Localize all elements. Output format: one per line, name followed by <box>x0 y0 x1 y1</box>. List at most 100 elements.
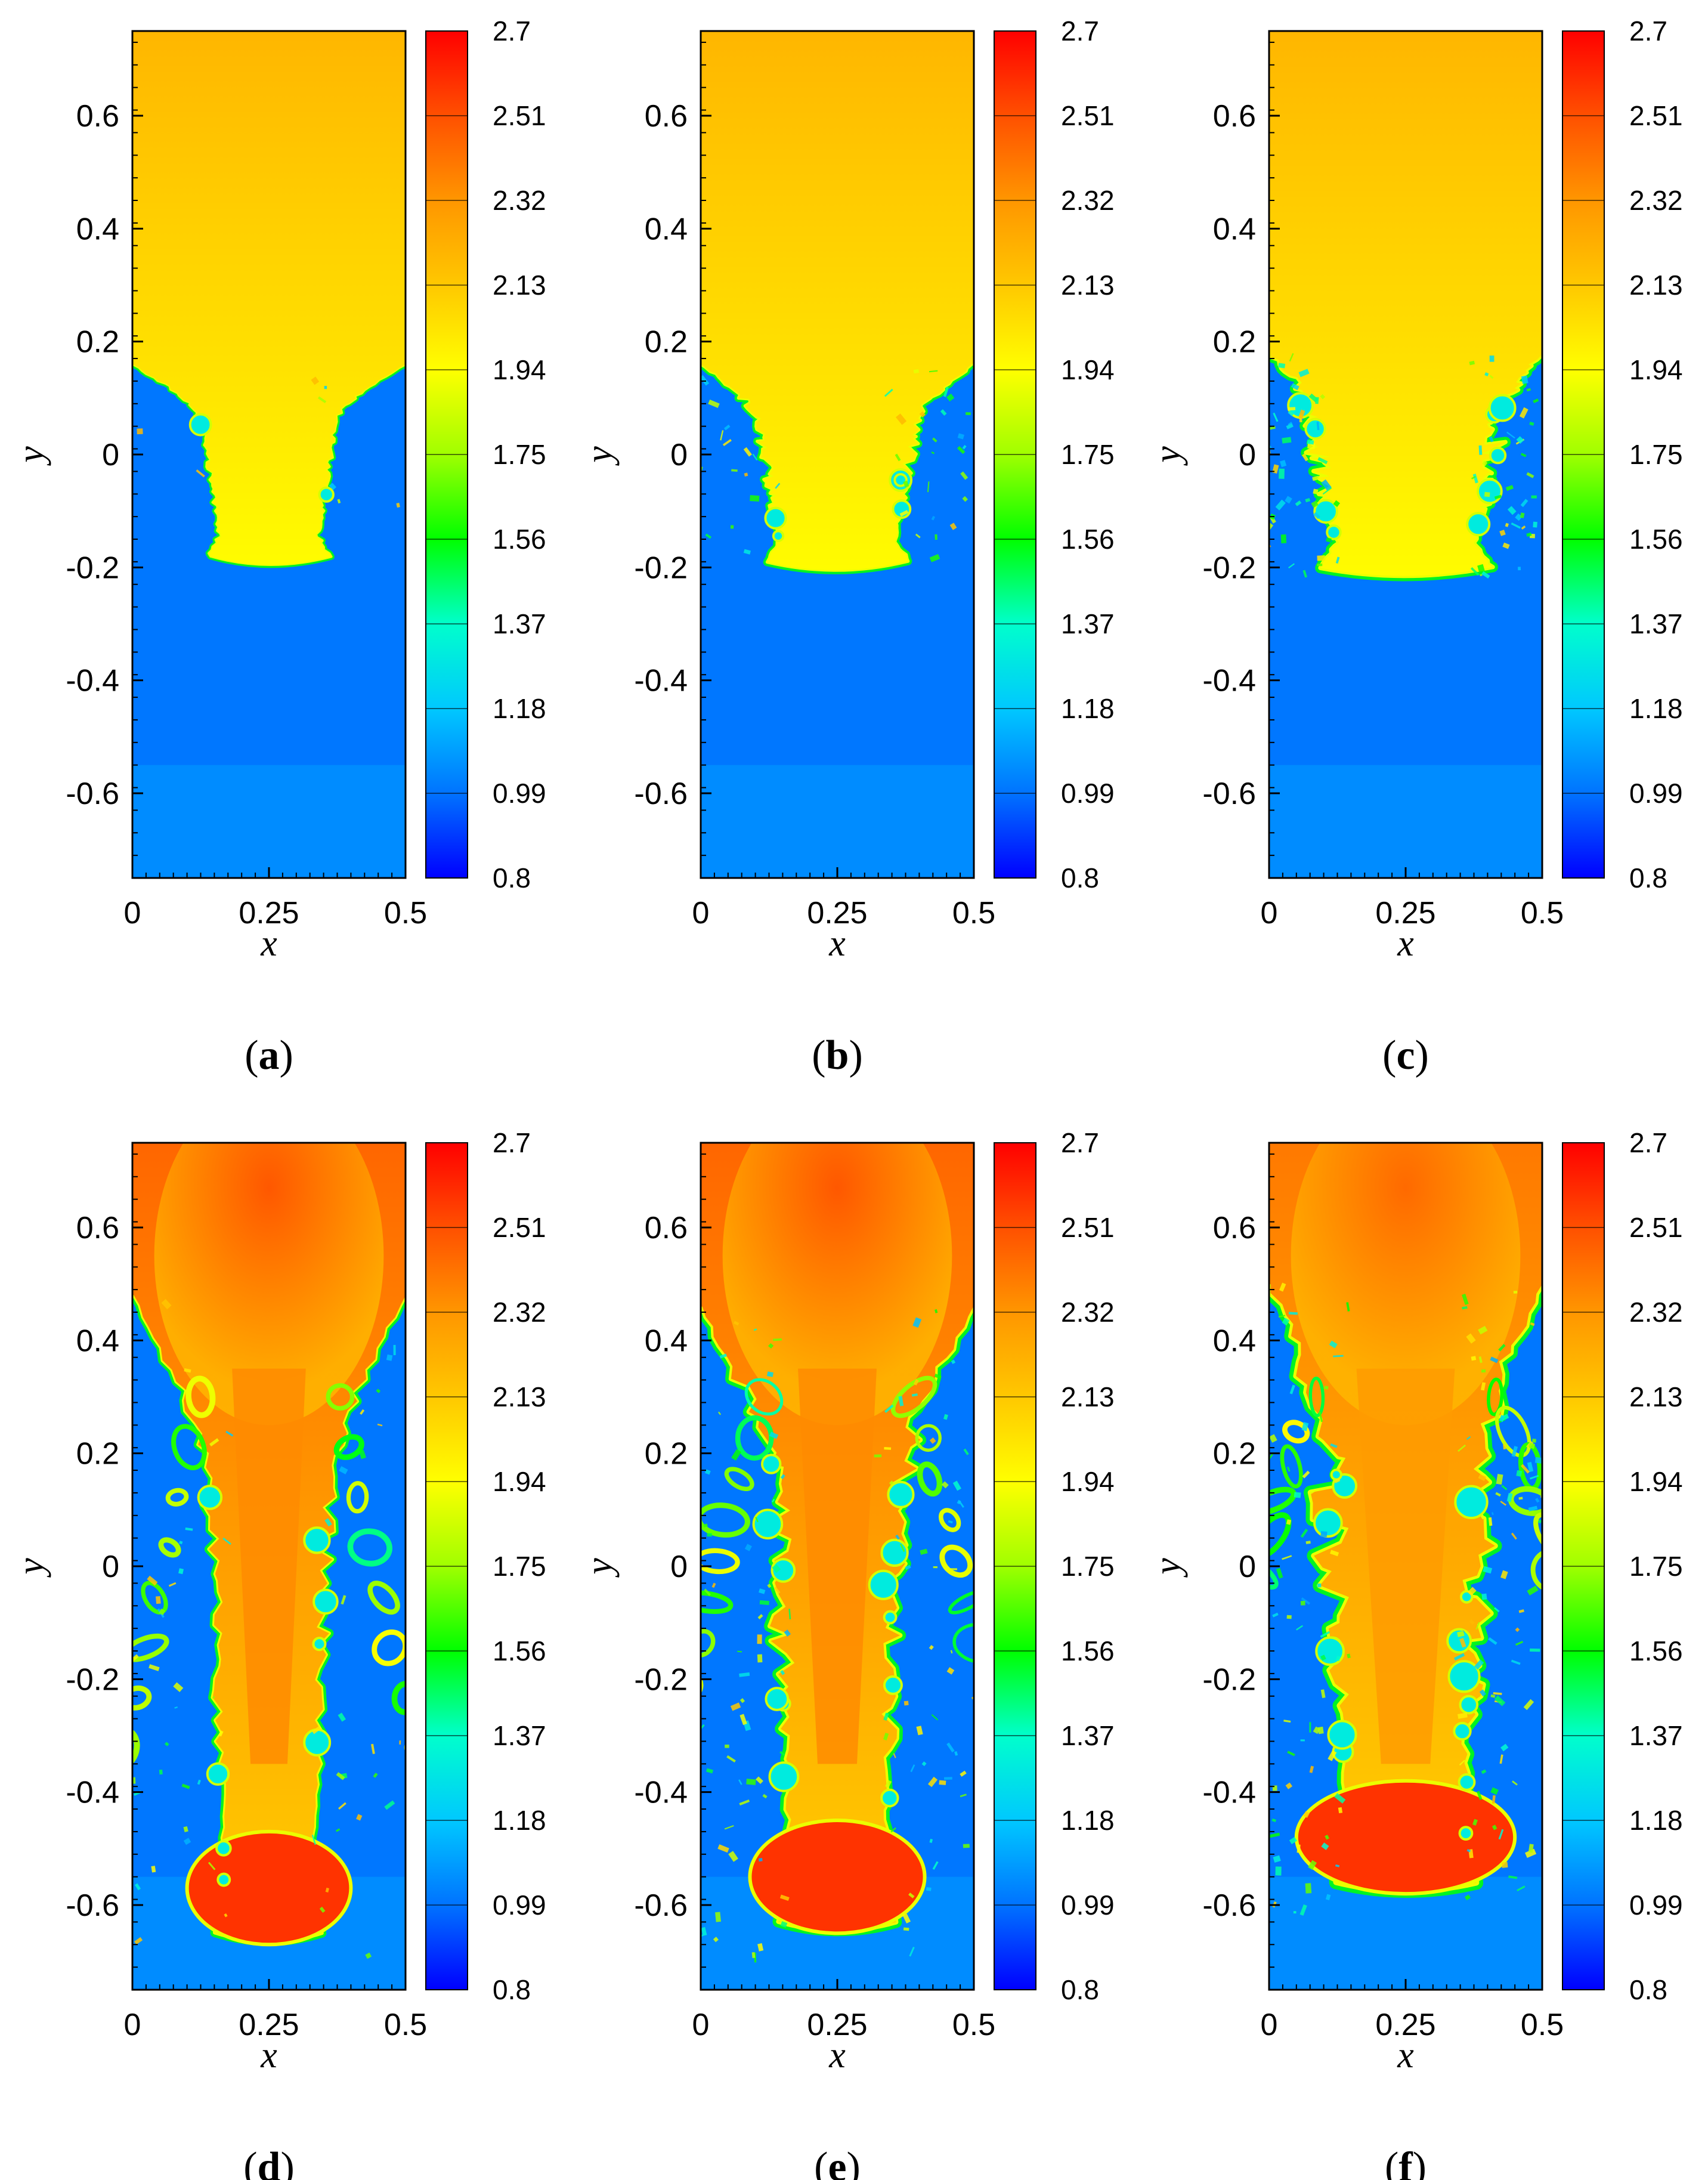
turbulence-streak <box>329 483 337 490</box>
turbulence-streak <box>1303 1811 1310 1818</box>
turbulence-streak <box>384 1800 395 1810</box>
turbulence-streak <box>173 1682 184 1693</box>
x-tick-label: 0.25 <box>1375 2008 1435 2042</box>
panel-label: (b) <box>812 1032 863 1078</box>
colorbar-tick-label: 0.99 <box>1061 1890 1115 1921</box>
light-fluid <box>1269 31 1542 576</box>
turbulence-streak <box>1286 1466 1291 1472</box>
turbulence-streak <box>788 1609 791 1620</box>
colorbar-tick-label: 2.32 <box>1629 185 1683 216</box>
turbulence-streak <box>1506 431 1515 439</box>
turbulence-streak <box>1526 472 1534 478</box>
turbulence-streak <box>1484 372 1489 376</box>
turbulence-streak <box>1320 1631 1330 1638</box>
turbulence-streak <box>1316 422 1320 431</box>
y-tick-label: -0.4 <box>634 664 688 698</box>
turbulence-streak <box>743 549 751 555</box>
turbulence-streak <box>773 1587 781 1594</box>
turbulence-streak <box>1511 1446 1518 1457</box>
turbulence-streak <box>1346 1302 1350 1312</box>
turbulence-streak <box>336 1772 345 1780</box>
turbulence-streak <box>1313 512 1320 520</box>
turbulence-streak <box>779 1894 790 1901</box>
turbulence-streak <box>752 453 758 461</box>
colorbar-tick-label: 1.18 <box>493 693 546 724</box>
turbulence-streak <box>1307 440 1314 445</box>
turbulence-streak <box>909 1946 915 1957</box>
turbulence-streak <box>1300 1600 1305 1606</box>
turbulence-streak <box>209 1438 219 1447</box>
colorbar-tick-label: 1.94 <box>1629 1466 1683 1497</box>
turbulence-streak <box>960 1770 967 1777</box>
interface-vortex <box>1488 394 1517 422</box>
colorbar-tick-label: 2.13 <box>1629 270 1683 301</box>
turbulence-streak <box>1335 1655 1341 1661</box>
turbulence-streak <box>962 496 969 502</box>
vortex-curl <box>1487 1377 1504 1417</box>
turbulence-streak <box>365 1952 372 1959</box>
vortex-curl <box>404 1738 406 1758</box>
turbulence-streak <box>739 1799 750 1806</box>
interface-vortex <box>1458 1826 1474 1841</box>
colorbar-tick-label: 2.51 <box>1061 1212 1115 1243</box>
colorbar-tick-label: 0.99 <box>493 1890 546 1921</box>
turbulence-streak <box>919 411 926 418</box>
colorbar-tick-label: 1.37 <box>493 608 546 639</box>
turbulence-streak <box>701 1927 707 1936</box>
turbulence-streak <box>913 369 920 374</box>
turbulence-streak <box>731 469 738 472</box>
colorbar-tick-label: 1.56 <box>1629 524 1683 555</box>
turbulence-streak <box>1326 537 1332 543</box>
vortex-curl <box>939 1544 973 1578</box>
turbulence-streak <box>1313 1726 1320 1734</box>
x-tick-label: 0.5 <box>952 896 995 930</box>
turbulence-streak <box>1500 1743 1509 1752</box>
interface-vortex <box>188 413 212 437</box>
colorbar-tick-label: 1.56 <box>1061 524 1115 555</box>
vortex-curl <box>171 1424 207 1470</box>
chart-panel: 0.6 0.4 0.2 0 -0.2 -0.4 -0.6 0 0.25 0.5 x y 2.7 2.51 2… <box>1147 1127 1683 2180</box>
turbulence-streak <box>1527 1585 1539 1596</box>
turbulence-streak <box>784 1629 791 1637</box>
turbulence-streak <box>1328 1750 1337 1761</box>
colorbar-tick-label: 2.7 <box>1629 16 1667 47</box>
colorbar-tick-label: 1.18 <box>493 1805 546 1836</box>
turbulence-streak <box>948 1520 953 1524</box>
turbulence-streak <box>1330 1443 1338 1448</box>
turbulence-streak <box>1535 1498 1540 1503</box>
turbulence-streak <box>1526 388 1531 392</box>
colorbar-tick-label: 0.8 <box>1061 1974 1099 2005</box>
turbulence-streak <box>159 1769 163 1775</box>
vortex-curl <box>1164 1786 1201 1841</box>
turbulence-streak <box>780 1669 785 1675</box>
turbulence-streak <box>1458 1712 1468 1719</box>
turbulence-streak <box>706 1768 714 1774</box>
turbulence-streak <box>1338 1807 1343 1814</box>
turbulence-streak <box>1508 1875 1518 1879</box>
colorbar-tick-label: 1.75 <box>1629 1551 1683 1582</box>
y-tick-label: 0 <box>1239 438 1256 472</box>
y-axis-label: y <box>579 1558 620 1578</box>
turbulence-streak <box>1325 1835 1329 1840</box>
spike-head <box>748 1819 927 1935</box>
turbulence-streak <box>704 1469 711 1475</box>
turbulence-streak <box>1475 1622 1480 1630</box>
y-tick-label: -0.6 <box>1202 777 1256 811</box>
y-tick-label: -0.6 <box>66 777 119 811</box>
interface-vortex <box>764 506 787 530</box>
vortex-curl <box>948 1590 974 1615</box>
turbulence-streak <box>725 1745 729 1748</box>
interface-vortex <box>1330 1468 1342 1481</box>
x-tick-label: 0 <box>692 896 710 930</box>
x-axis-label: x <box>260 923 277 964</box>
turbulence-streak <box>224 1913 228 1918</box>
turbulence-streak <box>1320 1689 1326 1699</box>
turbulence-streak <box>1481 1769 1487 1774</box>
interface-vortex <box>1458 1773 1476 1791</box>
core-plume <box>154 1143 384 1425</box>
colorbar-tick-label: 2.13 <box>493 1381 546 1412</box>
turbulence-streak <box>1518 1496 1523 1500</box>
colorbar-tick-label: 0.8 <box>493 1974 531 2005</box>
turbulence-streak <box>1462 1306 1468 1310</box>
vortex-curl <box>367 1581 400 1615</box>
